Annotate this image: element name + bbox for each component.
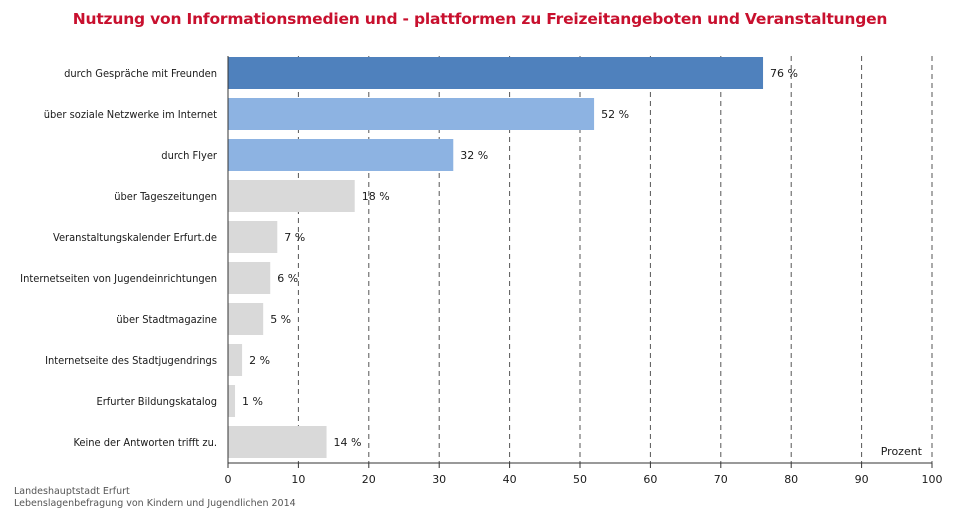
value-labels: 76 % 52 % 32 % 18 % 7 % 6 % 5 % 2 % 1 % 14 % [242, 67, 798, 449]
category-label: durch Gespräche mit Freunden [64, 67, 217, 80]
bar [228, 262, 271, 294]
category-label: über Stadtmagazine [116, 313, 217, 326]
bar [228, 426, 327, 458]
data-label: 7 % [284, 231, 305, 244]
x-tick-label: 70 [714, 473, 728, 486]
x-tick-label: 90 [855, 473, 869, 486]
data-label: 5 % [270, 313, 291, 326]
chart-title: Nutzung von Informationsmedien und - pla… [72, 10, 888, 28]
x-tick-label: 10 [291, 473, 305, 486]
category-label: Veranstaltungskalender Erfurt.de [53, 231, 217, 244]
x-tick-label: 60 [643, 473, 657, 486]
data-label: 76 % [770, 67, 798, 80]
source-line-2: Lebenslagenbefragung von Kindern und Jug… [14, 498, 296, 509]
x-tick-label: 80 [784, 473, 798, 486]
x-tick-label: 40 [503, 473, 517, 486]
bar [228, 221, 278, 253]
bar [228, 344, 243, 376]
bar [228, 57, 764, 89]
data-label: 1 % [242, 395, 263, 408]
x-tick-label: 0 [225, 473, 232, 486]
bar [228, 303, 264, 335]
category-label: Keine der Antworten trifft zu. [73, 436, 217, 449]
bar [228, 180, 355, 212]
category-label: Erfurter Bildungskatalog [96, 395, 217, 408]
category-label: über soziale Netzwerke im Internet [44, 108, 217, 121]
x-tick-label: 100 [922, 473, 943, 486]
data-label: 14 % [334, 436, 362, 449]
bar [228, 139, 454, 171]
x-tick-label: 30 [432, 473, 446, 486]
source-note: Landeshauptstadt Erfurt Lebenslagenbefra… [14, 486, 296, 510]
bars [228, 57, 764, 458]
source-line-1: Landeshauptstadt Erfurt [14, 486, 130, 497]
x-tick-label: 50 [573, 473, 587, 486]
data-label: 32 % [460, 149, 488, 162]
data-label: 6 % [277, 272, 298, 285]
category-label: Internetseiten von Jugendeinrichtungen [20, 272, 217, 285]
category-label: über Tageszeitungen [114, 190, 217, 203]
bar [228, 98, 595, 130]
category-label: Internetseite des Stadtjugendrings [45, 354, 217, 367]
x-axis: 0 10 20 30 40 50 60 70 80 90 100 [225, 56, 943, 486]
data-label: 52 % [601, 108, 629, 121]
bar [228, 385, 236, 417]
data-label: 18 % [362, 190, 390, 203]
x-tick-label: 20 [362, 473, 376, 486]
x-axis-unit-label: Prozent [881, 445, 923, 458]
data-label: 2 % [249, 354, 270, 367]
category-labels: durch Gespräche mit Freunden über soziale… [20, 67, 218, 449]
category-label: durch Flyer [161, 149, 218, 162]
